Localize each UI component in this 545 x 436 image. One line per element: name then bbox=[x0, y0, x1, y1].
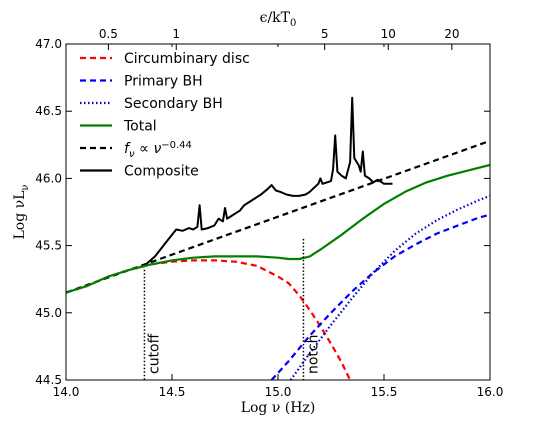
annotation-label-cutoff: cutoff bbox=[146, 333, 162, 374]
y-tick-label: 45.0 bbox=[35, 306, 62, 320]
top-tick-label: 0.5 bbox=[99, 27, 118, 41]
y-axis-title: Log νLν bbox=[12, 184, 31, 239]
y-tick-label: 44.5 bbox=[35, 373, 62, 387]
chart-ticks-layer: 14.0 14.5 15.0 15.5 16.0 44.5 45.0 45.5 46.0 46.5… bbox=[35, 27, 503, 399]
x-tick-label: 16.0 bbox=[477, 385, 504, 399]
y-tick-label: 47.0 bbox=[35, 37, 62, 51]
series-line-total bbox=[66, 163, 490, 294]
top-axis-title: ϵ/kT0 bbox=[260, 10, 297, 29]
legend-label-secondary-bh: Secondary BH bbox=[124, 96, 223, 112]
legend-label-primary-bh: Primary BH bbox=[124, 74, 203, 90]
top-tick-label: 10 bbox=[381, 27, 396, 41]
legend-label-f-0-44: fν ∝ ν−0.44 bbox=[124, 140, 192, 160]
y-tick-label: 46.5 bbox=[35, 104, 62, 118]
x-axis-title: Log ν (Hz) bbox=[241, 400, 316, 416]
top-tick-label: 1 bbox=[172, 27, 180, 41]
x-tick-label: 14.0 bbox=[53, 385, 80, 399]
legend-label-circumbinary-disc: Circumbinary disc bbox=[124, 51, 250, 67]
top-tick-label: 5 bbox=[321, 27, 329, 41]
top-tick-label: 20 bbox=[444, 27, 459, 41]
series-line-primary-bh bbox=[270, 213, 490, 380]
x-tick-label: 14.5 bbox=[159, 385, 186, 399]
chart-series-layer bbox=[66, 96, 490, 380]
chart-legend: Circumbinary disc Primary BH Secondary BH T… bbox=[80, 51, 250, 180]
chart-annotations-layer: cutoff notch bbox=[143, 238, 321, 380]
annotation-label-notch: notch bbox=[305, 335, 321, 375]
plot-frame bbox=[65, 43, 491, 381]
series-line-composite bbox=[135, 96, 393, 270]
y-tick-label: 46.0 bbox=[35, 171, 62, 185]
x-tick-label: 15.0 bbox=[265, 385, 292, 399]
series-line-secondary-bh bbox=[289, 194, 490, 380]
legend-label-composite: Composite bbox=[124, 164, 199, 180]
x-tick-label: 15.5 bbox=[371, 385, 398, 399]
y-tick-label: 45.5 bbox=[35, 239, 62, 253]
legend-label-total: Total bbox=[123, 119, 157, 135]
